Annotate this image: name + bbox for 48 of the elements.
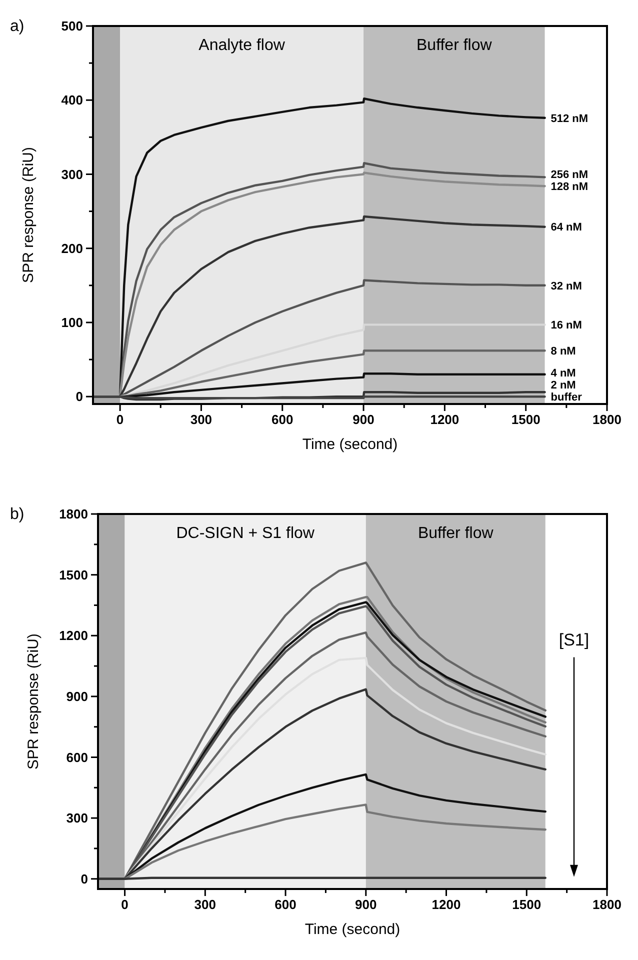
y-axis-title: SPR response (RiU)	[20, 147, 37, 283]
chart-title: a)	[10, 18, 24, 35]
x-tick-label: 0	[116, 412, 124, 427]
series-label: 128 nM	[550, 180, 588, 193]
series-label: buffer	[550, 391, 583, 404]
y-tick-label: 300	[61, 166, 83, 182]
y-tick-label: 600	[66, 750, 88, 765]
y-tick-label: 1500	[59, 567, 88, 582]
x-tick-label: 1500	[511, 412, 540, 427]
y-tick-label: 500	[61, 18, 83, 34]
series-label: 512 nM	[550, 112, 588, 125]
series-label: 256 nM	[550, 168, 588, 181]
band-label: Analyte flow	[198, 37, 286, 54]
series-label: 8 nM	[550, 345, 576, 358]
x-tick-label: 1200	[432, 897, 461, 912]
x-tick-label: 1500	[512, 897, 542, 912]
x-axis-title: Time (second)	[304, 921, 400, 938]
series-label: 32 nM	[550, 280, 582, 292]
x-tick-label: 1800	[592, 412, 622, 427]
y-tick-label: 300	[66, 810, 88, 826]
y-tick-label: 900	[66, 688, 88, 704]
series-label: 2 nM	[550, 379, 576, 392]
y-axis-title: SPR response (RiU)	[25, 634, 42, 770]
band-label: Buffer flow	[416, 37, 492, 54]
x-tick-label: 600	[272, 412, 294, 427]
x-axis-title: Time (second)	[302, 436, 398, 453]
x-tick-label: 300	[194, 897, 216, 912]
series-label: 4 nM	[550, 367, 576, 380]
y-tick-label: 100	[61, 315, 83, 330]
y-tick-label: 0	[76, 389, 83, 404]
y-tick-label: 1800	[59, 506, 88, 522]
band-label: DC-SIGN + S1 flow	[176, 525, 315, 542]
x-tick-label: 1800	[592, 897, 622, 912]
y-tick-label: 0	[80, 871, 88, 886]
x-tick-label: 0	[121, 897, 128, 912]
series-label: 64 nM	[550, 222, 582, 234]
y-tick-label: 200	[61, 240, 83, 256]
annotation: [S1]	[558, 630, 590, 650]
band-label: Buffer flow	[418, 525, 494, 542]
chart-title: b)	[10, 506, 24, 523]
y-tick-label: 400	[61, 92, 83, 108]
y-tick-label: 1200	[59, 628, 88, 644]
x-tick-label: 900	[355, 897, 377, 912]
x-tick-label: 600	[274, 897, 296, 912]
x-tick-label: 300	[190, 412, 212, 427]
x-tick-label: 900	[352, 412, 374, 427]
x-tick-label: 1200	[430, 412, 460, 427]
series-label: 16 nM	[550, 320, 582, 332]
